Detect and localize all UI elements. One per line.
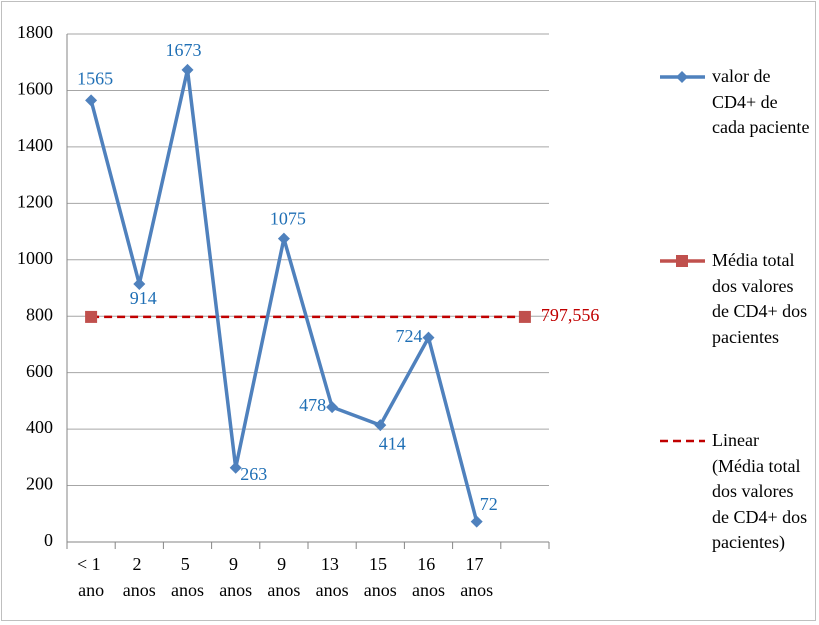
data-label: 797,556	[541, 305, 600, 325]
legend-marker	[676, 255, 688, 267]
legend-label: valor de CD4+ de cada paciente	[712, 66, 810, 137]
y-tick-label: 400	[26, 417, 53, 437]
data-point	[518, 310, 531, 323]
data-point	[422, 331, 435, 344]
data-label: 263	[240, 464, 267, 484]
y-tick-label: 1400	[17, 135, 53, 155]
y-tick-label: 1000	[17, 248, 53, 268]
data-label: 1075	[270, 209, 306, 229]
y-tick-label: 1800	[17, 22, 53, 42]
data-point	[133, 278, 146, 291]
data-point	[229, 461, 242, 474]
data-point	[85, 310, 98, 323]
y-tick-label: 200	[26, 474, 53, 494]
data-label: 414	[379, 433, 406, 453]
y-tick-label: 0	[44, 530, 53, 550]
y-tick-label: 600	[26, 361, 53, 381]
y-tick-label: 1200	[17, 191, 53, 211]
legend-label: Média total dos valores de CD4+ dos paci…	[712, 250, 808, 347]
x-tick-label: 9 anos	[219, 554, 252, 600]
x-tick-label: 17 anos	[460, 554, 493, 600]
x-tick-label: 9 anos	[267, 554, 300, 600]
data-label: 1673	[166, 40, 202, 60]
data-point	[277, 232, 290, 245]
y-tick-label: 1600	[17, 79, 53, 99]
legend-label: Linear (Média total dos valores de CD4+ …	[712, 430, 808, 552]
x-tick-label: 13 anos	[316, 554, 349, 600]
data-point	[181, 63, 194, 76]
x-tick-label: 2 anos	[123, 554, 156, 600]
data-point	[85, 94, 98, 107]
legend-marker	[676, 71, 688, 83]
data-label: 478	[299, 395, 326, 415]
x-tick-label: 15 anos	[364, 554, 397, 600]
data-point	[470, 515, 483, 528]
data-label: 1565	[77, 68, 113, 88]
y-tick-label: 800	[26, 304, 53, 324]
x-tick-label: 16 anos	[412, 554, 445, 600]
data-label: 914	[130, 288, 157, 308]
data-point	[326, 401, 339, 414]
data-point	[374, 419, 387, 432]
data-label: 72	[480, 494, 498, 514]
x-tick-label: 5 anos	[171, 554, 204, 600]
x-tick-label: < 1 ano	[77, 554, 105, 600]
data-label: 724	[396, 326, 423, 346]
